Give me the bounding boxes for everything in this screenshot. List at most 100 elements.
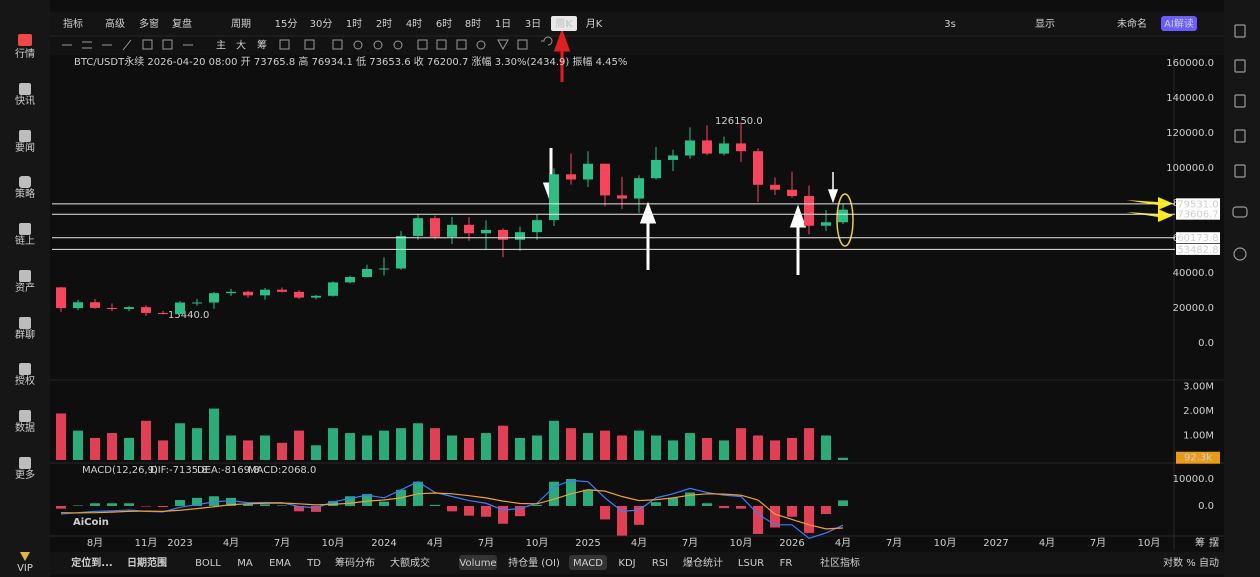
active-tab[interactable] [459,555,497,570]
ai-button[interactable] [1161,16,1197,31]
toolbar-item[interactable]: 复盘 [172,17,192,30]
volume-bar [634,430,644,460]
x-tick-label: 4月 [631,537,647,549]
volume-bar [600,430,610,460]
bottom-item[interactable]: EMA [269,558,291,569]
macd-bar [192,497,202,506]
x-tick-label: 8月 [87,537,103,549]
bottom-item[interactable]: 对数 [1163,556,1183,569]
sidebar-item[interactable]: 授权 [15,374,35,387]
candle-body [243,291,253,296]
active-period[interactable] [551,16,577,31]
bottom-item[interactable]: RSI [652,558,668,569]
icon [19,317,31,329]
bottom-item[interactable]: MA [237,558,253,569]
bottom-item[interactable]: 社区指标 [820,556,860,569]
toolbar-item[interactable]: 8时 [465,18,481,30]
sidebar-item[interactable]: 策略 [15,187,35,200]
toolbar-item[interactable]: 1时 [346,18,362,30]
toolbar-item[interactable]: 多窗 [139,17,159,30]
volume-bar [668,440,678,460]
bottom-item[interactable]: 爆仓统计 [683,556,723,569]
bottom-item[interactable]: MACD [573,558,603,569]
axis-tool[interactable]: 摆 [1209,536,1219,549]
macd-legend: DEA:-8169.8 [197,465,260,476]
toolbar-item[interactable]: 周K [555,18,574,30]
sidebar-item[interactable]: 资产 [15,281,35,294]
bottom-item[interactable]: 日期范围 [127,556,167,569]
bottom-item[interactable]: 持仓量 (OI) [508,556,560,569]
icon [1234,94,1246,108]
volume-bar [124,437,134,460]
volume-bar [549,420,559,460]
level-label: 53482.8 [1177,245,1218,256]
volume-bar [413,423,423,460]
sidebar-item[interactable]: 要闻 [15,141,35,154]
icon [19,130,31,142]
toolbar-item[interactable]: 15分 [275,18,298,30]
active-tab[interactable] [569,555,607,570]
sidebar-item[interactable]: 更多 [15,468,35,481]
toolbar-item[interactable]: 高级 [105,17,125,30]
macd-bar [719,505,729,509]
toolbar-item[interactable]: 2时 [376,18,392,30]
x-tick-label: 4月 [427,537,443,549]
bottom-item[interactable]: Volume [459,558,496,569]
sidebar-item[interactable]: 数据 [15,421,35,434]
highlight-ellipse [836,193,854,247]
candle-body [617,195,627,199]
bottom-item[interactable]: 定位到... [71,556,112,569]
macd-bar [124,503,134,506]
y-tick-label: 1.00M [1183,431,1214,442]
bottom-item[interactable]: TD [306,558,321,569]
axis-tool[interactable]: 筹 [1195,536,1205,549]
toolbar-item[interactable]: 6时 [436,18,452,30]
volume-bar [328,428,338,460]
drawing-tool[interactable]: 筹 [257,39,267,52]
sidebar-item[interactable]: 链上 [15,234,35,247]
toolbar-item[interactable]: 30分 [310,18,333,30]
icon [18,34,32,46]
toolbar-item[interactable]: 4时 [406,18,422,30]
candle-body [821,222,831,226]
bottom-item[interactable]: FR [780,558,793,569]
bottom-item[interactable]: % [1186,558,1196,569]
toolbar-item[interactable]: 1日 [495,19,511,30]
toolbar-item[interactable]: 指标 [63,17,83,30]
toolbar-item[interactable]: 3日 [525,19,541,30]
toolbar-item[interactable]: 周期 [231,18,251,30]
toolbar-item[interactable]: 未命名 [1117,17,1147,30]
sidebar-item[interactable]: 群聊 [15,328,35,341]
sidebar-item[interactable]: 行情 [15,47,35,60]
macd-bar [447,505,457,512]
icon [1234,129,1246,143]
macd-bar [549,481,559,506]
bottom-toolbar [50,552,1224,574]
sidebar-item[interactable]: 快讯 [15,95,35,107]
left-sidebar [0,0,50,577]
volume-bar [464,437,474,460]
volume-bar [396,428,406,460]
bottom-item[interactable]: 筹码分布 [335,556,375,569]
macd-bar [651,502,661,506]
toolbar-item[interactable]: 月K [586,18,603,30]
high-annotation: 126150.0 [715,116,763,127]
toolbar-item[interactable]: AI解读 [1164,17,1194,30]
icon [19,83,31,95]
candle-body [328,282,338,296]
bottom-item[interactable]: LSUR [738,558,764,569]
bottom-item[interactable]: 大额成交 [390,556,430,569]
bottom-item[interactable]: BOLL [195,558,221,569]
icon [373,40,383,50]
toolbar-item[interactable]: 显示 [1035,18,1055,30]
icon [517,39,528,50]
drawing-tool[interactable]: 大 [236,39,246,52]
toolbar-item[interactable]: 3s [944,19,956,30]
icon [436,39,447,50]
bottom-item[interactable]: KDJ [618,558,635,569]
candle-body [753,151,763,185]
bottom-item[interactable]: 自动 [1199,556,1219,569]
macd-bar [294,505,304,512]
candle-body [566,174,576,180]
drawing-tool[interactable]: 主 [216,40,226,52]
